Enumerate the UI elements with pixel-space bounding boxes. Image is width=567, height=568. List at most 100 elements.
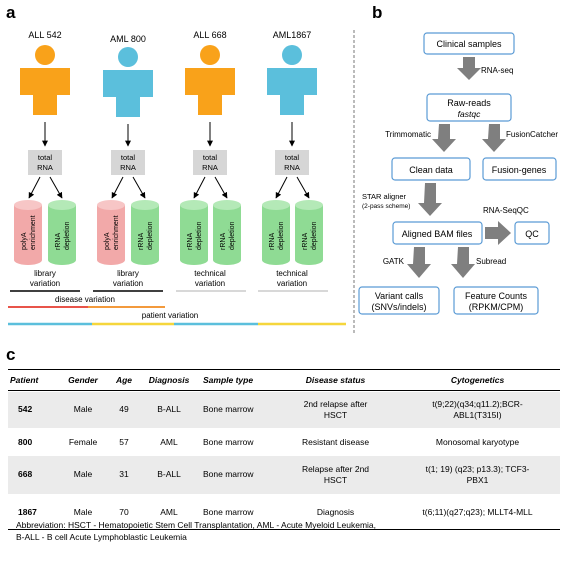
patient-label: ALL 542	[28, 30, 61, 40]
table-top-rule	[8, 369, 560, 370]
edge-label-fusioncatcher: FusionCatcher	[506, 130, 558, 139]
svg-text:QC: QC	[525, 229, 539, 239]
svg-text:(SNVs/indels): (SNVs/indels)	[371, 302, 426, 312]
tube-rrna: rRNA depletion	[180, 200, 208, 265]
cell-gender: Male	[73, 469, 93, 479]
svg-text:fastqc: fastqc	[458, 109, 481, 119]
cell-age: 70	[119, 507, 129, 517]
box-fusion-genes: Fusion-genes	[482, 157, 557, 181]
flow-arrow	[482, 124, 506, 152]
svg-text:rRNA: rRNA	[269, 233, 276, 250]
table-row: 542 Male 49 B-ALL Bone marrow 2nd relaps…	[8, 392, 560, 428]
cell-diagnosis: AML	[160, 437, 178, 447]
patient-label: ALL 668	[193, 30, 226, 40]
svg-text:rRNA: rRNA	[220, 233, 227, 250]
tube-rrna: rRNA depletion	[295, 200, 323, 265]
panel-b: Clinical samples RNA-seq Raw-reads fastq…	[358, 32, 558, 315]
cell-disease-status: Relapse after 2nd HSCT	[301, 464, 370, 485]
cell-sample-type: Bone marrow	[203, 437, 254, 447]
cell-sample-type: Bone marrow	[203, 404, 254, 414]
cell-disease-status: Resistant disease	[301, 437, 370, 447]
box-variant-calls: Variant calls (SNVs/indels)	[358, 286, 440, 315]
panel-a: ALL 542 AML 800 ALL 668 AML1867 tota	[8, 30, 346, 326]
header-sample-type: Sample type	[203, 375, 254, 385]
svg-text:Fusion-genes: Fusion-genes	[492, 165, 547, 175]
variation-label: library	[34, 269, 56, 278]
header-disease-status: Disease status	[305, 375, 366, 385]
svg-text:rRNA: rRNA	[55, 233, 62, 250]
total-rna-box: total RNA	[28, 150, 62, 175]
flow-arrow	[418, 183, 442, 216]
svg-text:rRNA: rRNA	[302, 233, 309, 250]
edge-label-subread: Subread	[476, 257, 506, 266]
abbreviation-line: B-ALL - B cell Acute Lymphoblastic Leuke…	[16, 532, 187, 542]
table-bottom-rule	[8, 529, 560, 530]
cell-sample-type: Bone marrow	[203, 469, 254, 479]
variation-label: variation	[113, 279, 143, 288]
svg-text:Clinical samples: Clinical samples	[436, 39, 502, 49]
edge-label-trimmomatic: Trimmomatic	[385, 130, 431, 139]
svg-text:(RPKM/CPM): (RPKM/CPM)	[469, 302, 524, 312]
svg-text:depletion: depletion	[64, 221, 71, 250]
cell-cytogenetics: t(6;11)(q27;q23); MLLT4-MLL	[422, 507, 533, 517]
cell-diagnosis: AML	[160, 507, 178, 517]
box-feature-counts: Feature Counts (RPKM/CPM)	[453, 286, 539, 315]
box-clean-data: Clean data	[391, 157, 471, 181]
header-diagnosis: Diagnosis	[148, 375, 190, 385]
edge-label-star: STAR aligner	[362, 192, 407, 201]
variation-label: technical	[276, 269, 308, 278]
svg-text:Feature Counts: Feature Counts	[465, 291, 528, 301]
patient-label: AML 800	[110, 34, 146, 44]
patient-label: AML1867	[273, 30, 312, 40]
cell-age: 49	[119, 404, 129, 414]
tube-rrna: rRNA depletion	[48, 200, 76, 265]
svg-text:RNA: RNA	[37, 163, 53, 172]
edge-label-gatk: GATK	[383, 257, 405, 266]
edge-label-rnaseqc: RNA-SeqQC	[483, 206, 529, 215]
cell-disease-status: Diagnosis	[316, 507, 355, 517]
cell-sample-type: Bone marrow	[203, 507, 254, 517]
flow-arrow	[451, 247, 475, 278]
cell-patient: 542	[18, 404, 33, 414]
arrow	[193, 176, 206, 199]
arrow	[49, 176, 63, 199]
arrow	[28, 176, 41, 199]
tube-rrna: rRNA depletion	[262, 200, 290, 265]
variation-label: variation	[195, 279, 225, 288]
cell-cytogenetics: t(9;22)(q34;q11.2);BCR- ABL1(T315I)	[432, 399, 523, 420]
total-rna-box: total RNA	[275, 150, 309, 175]
edge-label-star-note: (2-pass scheme)	[362, 203, 410, 210]
arrow	[132, 176, 146, 199]
box-raw-reads: Raw-reads fastqc	[426, 93, 512, 122]
arrow	[111, 176, 124, 199]
abbreviation-line: Abbreviation: HSCT - Hematopoietic Stem …	[16, 520, 377, 530]
svg-text:depletion: depletion	[147, 221, 154, 250]
arrow	[275, 176, 288, 199]
svg-text:rRNA: rRNA	[138, 233, 145, 250]
table-header-row: Patient Gender Age Diagnosis Sample type…	[8, 372, 560, 389]
svg-text:total: total	[121, 153, 136, 162]
panel-label-b: b	[372, 3, 382, 22]
total-rna-box: total RNA	[193, 150, 227, 175]
svg-text:Raw-reads: Raw-reads	[447, 98, 491, 108]
box-aligned-bam: Aligned BAM files	[392, 221, 483, 245]
disease-variation-label: disease variation	[55, 295, 115, 304]
cell-diagnosis: B-ALL	[157, 404, 181, 414]
header-gender: Gender	[68, 375, 98, 385]
person-icon	[185, 45, 235, 115]
header-cytogenetics: Cytogenetics	[450, 375, 505, 385]
box-qc: QC	[514, 221, 550, 245]
flow-arrow	[432, 124, 456, 152]
cell-gender: Male	[73, 404, 93, 414]
cell-disease-status: 2nd relapse after HSCT	[303, 399, 368, 420]
box-clinical-samples: Clinical samples	[423, 32, 515, 55]
cell-age: 57	[119, 437, 129, 447]
flow-arrow	[407, 247, 431, 278]
cell-gender: Female	[68, 437, 98, 447]
table-row: 668 Male 31 B-ALL Bone marrow Relapse af…	[8, 456, 560, 494]
cell-cytogenetics: t(1; 19) (q23; p13.3); TCF3- PBX1	[425, 464, 530, 485]
figure-panels: a b c ALL 542 AML 800 ALL 668 AML1867	[6, 3, 558, 364]
svg-text:depletion: depletion	[196, 221, 203, 250]
variation-label: variation	[30, 279, 60, 288]
cell-gender: Male	[73, 507, 93, 517]
